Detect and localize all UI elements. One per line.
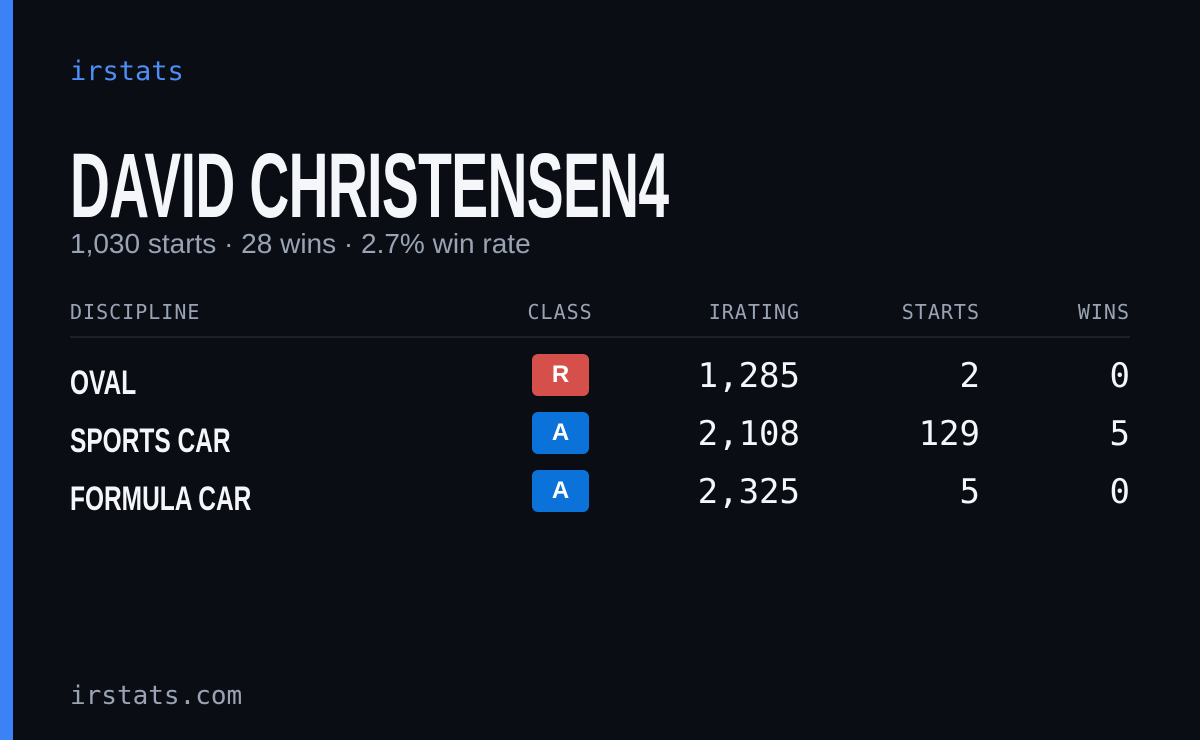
brand: irstats	[70, 56, 184, 87]
starts: 5	[959, 472, 980, 512]
column-header: CLASS	[527, 300, 593, 324]
discipline-name: SPORTS CAR	[70, 422, 231, 460]
irating: 2,108	[697, 414, 800, 454]
class-badge: A	[532, 412, 589, 454]
irating: 1,285	[697, 356, 800, 396]
irating: 2,325	[697, 472, 800, 512]
wins: 0	[1109, 356, 1130, 396]
wins: 0	[1109, 472, 1130, 512]
player-name: DAVID CHRISTENSEN4	[70, 135, 669, 237]
starts: 2	[959, 356, 980, 396]
column-header: WINS	[1077, 300, 1130, 324]
wins: 5	[1109, 414, 1130, 454]
column-header: STARTS	[901, 300, 980, 324]
column-header: DISCIPLINE	[70, 300, 201, 324]
discipline-name: FORMULA CAR	[70, 480, 252, 518]
footer-url: irstats.com	[70, 681, 243, 711]
class-badge: A	[532, 470, 589, 512]
starts: 129	[918, 414, 980, 454]
header-divider	[70, 336, 1130, 338]
discipline-name: OVAL	[70, 364, 137, 402]
class-badge: R	[532, 354, 589, 396]
summary: 1,030 starts · 28 wins · 2.7% win rate	[70, 228, 531, 259]
accent-stripe	[0, 0, 13, 740]
column-header: IRATING	[708, 300, 800, 324]
